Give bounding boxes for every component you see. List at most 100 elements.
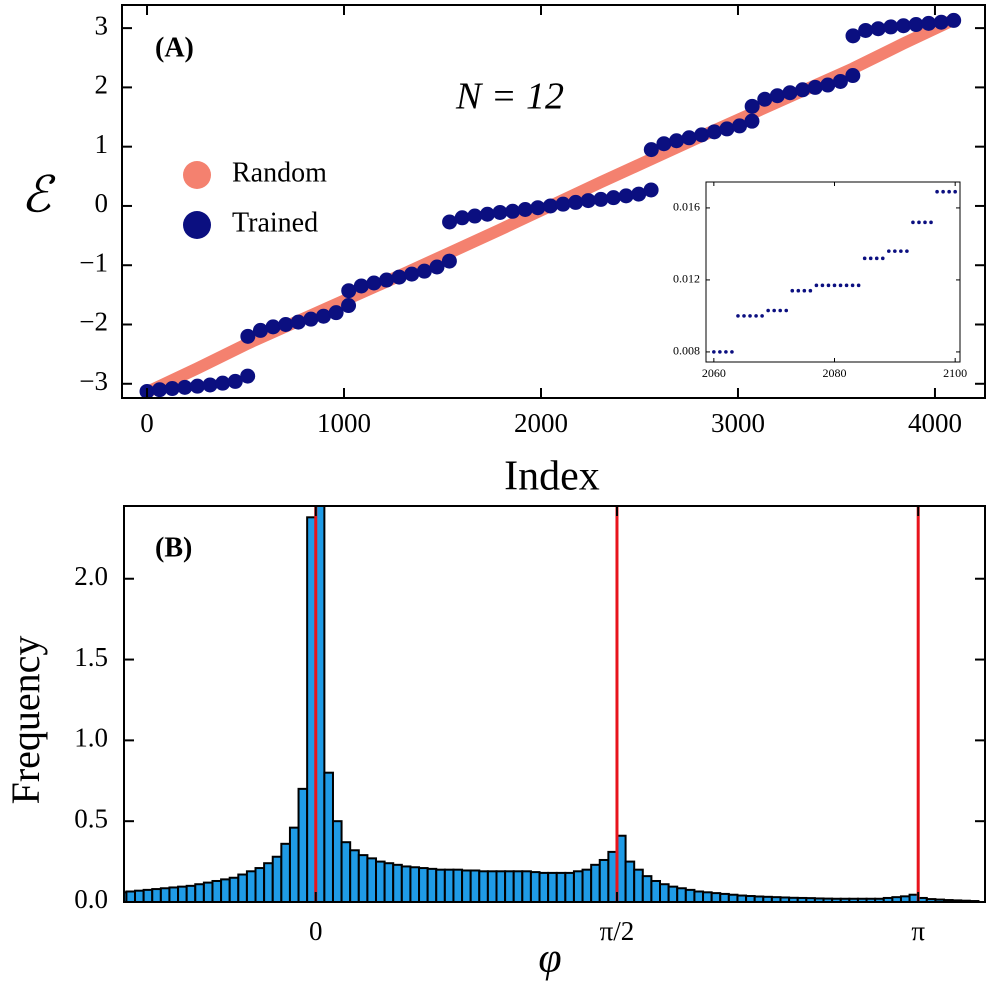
data-point: [742, 314, 746, 318]
data-point: [929, 220, 933, 225]
data-point: [807, 79, 823, 95]
histogram-bar: [590, 863, 601, 902]
histogram-bar: [159, 887, 171, 902]
histogram-bar: [349, 849, 360, 902]
data-point: [718, 350, 722, 354]
histogram-bar: [142, 888, 154, 902]
histogram-bar: [392, 863, 403, 902]
data-point: [887, 249, 891, 253]
histogram-bar: [495, 870, 507, 902]
data-point: [845, 68, 861, 84]
histogram-bar: [667, 885, 679, 902]
histogram-bar: [633, 868, 644, 902]
x-tick-label: 2080: [823, 366, 847, 380]
panel-label: (B): [155, 532, 192, 563]
data-point: [757, 91, 773, 107]
data-point: [826, 283, 831, 288]
histogram-bar: [125, 890, 137, 902]
data-point: [706, 124, 722, 140]
histogram-bar: [598, 858, 610, 902]
histogram-bar: [486, 870, 498, 902]
data-point: [899, 249, 903, 253]
y-axis-label: Frequency: [3, 636, 48, 805]
histogram-bar: [271, 855, 283, 902]
legend-label: Trained: [232, 207, 318, 238]
data-point: [883, 19, 899, 35]
data-point: [442, 214, 458, 230]
histogram-bar: [504, 870, 515, 902]
histogram-bar: [727, 893, 739, 902]
data-point: [844, 283, 849, 288]
data-point: [429, 259, 445, 275]
histogram-bar: [383, 862, 395, 902]
histogram-bar: [194, 883, 205, 902]
data-point: [643, 142, 659, 158]
data-point: [278, 316, 294, 332]
data-point: [694, 127, 710, 143]
data-point: [593, 191, 609, 207]
data-point: [366, 275, 382, 291]
data-point: [895, 18, 911, 34]
histogram-bar: [228, 876, 240, 902]
x-tick-label: 2000: [514, 408, 568, 438]
y-tick-label: 2: [95, 70, 109, 100]
data-point: [177, 379, 193, 395]
x-tick-label: π: [911, 916, 925, 946]
data-point: [240, 368, 256, 384]
histogram-bar: [684, 888, 696, 902]
histogram-bar: [564, 871, 575, 902]
plot-area: [139, 12, 962, 398]
histogram-bar: [435, 868, 446, 902]
data-point: [754, 314, 758, 318]
data-point: [517, 202, 533, 218]
data-point: [189, 378, 205, 394]
data-point: [580, 193, 596, 209]
data-point: [784, 308, 789, 313]
histogram-bar: [418, 867, 429, 902]
plot-frame: [705, 181, 961, 363]
data-point: [923, 220, 927, 225]
histogram-bar: [624, 860, 636, 902]
data-point: [492, 204, 508, 220]
y-tick-label: 2.0: [74, 561, 108, 591]
x-tick-label: 2060: [702, 366, 726, 380]
data-point: [796, 288, 801, 293]
x-tick-label: 2100: [943, 366, 967, 380]
data-point: [862, 256, 867, 261]
histogram-bar: [177, 885, 188, 902]
histogram-bar: [263, 862, 274, 902]
histogram-bar: [340, 841, 352, 902]
data-point: [732, 118, 748, 134]
data-point: [724, 350, 728, 354]
x-tick-label: 0: [140, 408, 154, 438]
histogram-bar: [521, 870, 532, 902]
x-tick-label: 4000: [908, 408, 962, 438]
data-point: [769, 88, 785, 104]
data-point: [748, 314, 752, 318]
y-tick-label: −3: [79, 366, 108, 396]
data-point: [404, 266, 420, 282]
histogram-bar: [297, 787, 309, 902]
y-tick-label: 3: [95, 10, 109, 40]
data-point: [643, 182, 659, 198]
x-tick-label: 1000: [317, 408, 371, 438]
histogram-bar: [572, 870, 584, 902]
histogram-bar: [220, 878, 231, 902]
x-tick-label: 3000: [711, 408, 765, 438]
histogram-bar: [443, 868, 455, 902]
data-point: [290, 314, 306, 330]
data-point: [631, 186, 647, 202]
data-point: [953, 189, 957, 194]
histogram-bar: [280, 842, 291, 902]
histogram-bar: [650, 879, 662, 902]
data-point: [530, 200, 546, 216]
data-point: [202, 377, 218, 393]
histogram-bar: [245, 870, 257, 902]
histogram-bar: [426, 867, 438, 902]
y-tick-label: 0.5: [74, 803, 108, 833]
data-point: [772, 308, 776, 313]
plot-frame: [121, 4, 986, 399]
data-point: [379, 272, 395, 288]
histogram-bar: [202, 881, 214, 902]
